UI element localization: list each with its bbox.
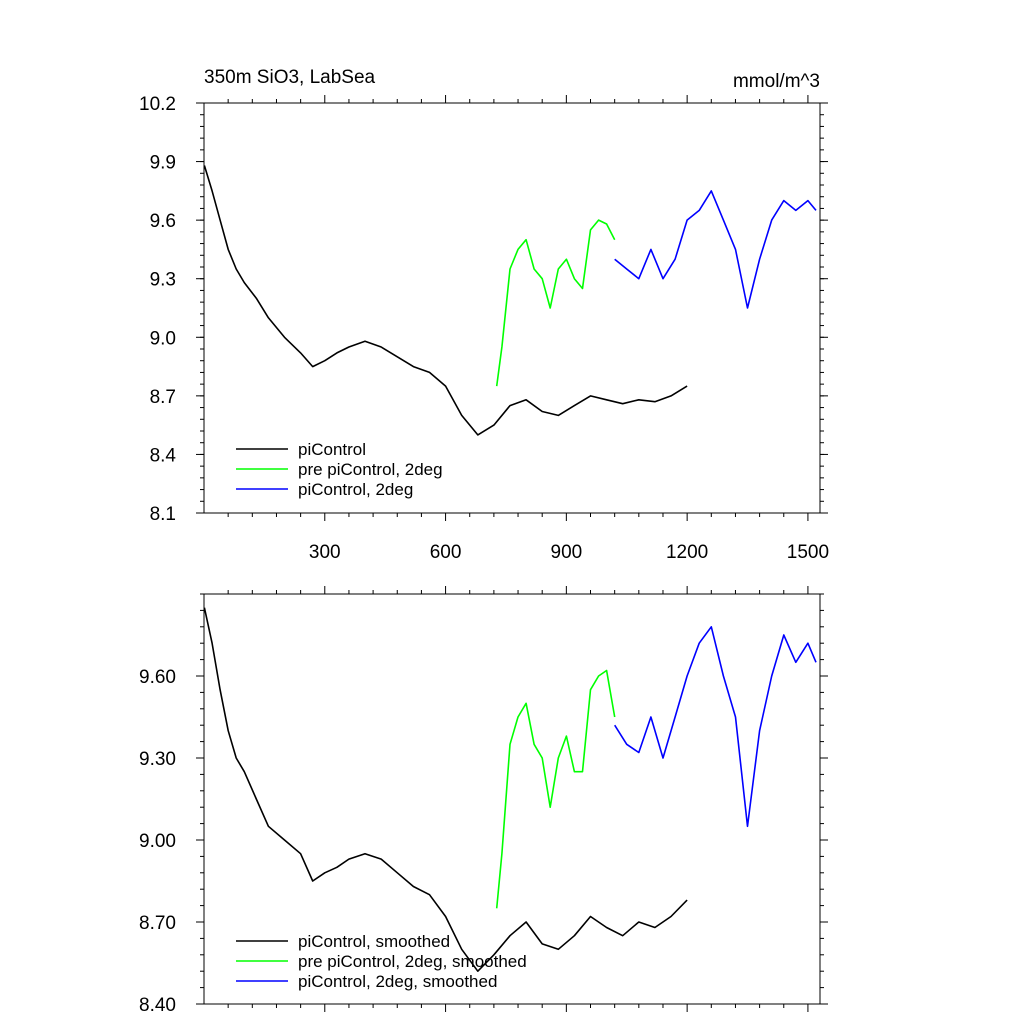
legend-label: piControl, 2deg, smoothed: [298, 972, 497, 991]
legend-label: piControl, smoothed: [298, 932, 450, 951]
x-tick-label: 1500: [787, 542, 829, 563]
y-tick-label: 8.4: [150, 445, 177, 466]
top-ticks: 300 600 900 1200 1500 8.1 8.4 8.7 9.0 9.3 9.6 9.9 10…: [139, 94, 829, 563]
y-tick-label: 8.70: [139, 913, 176, 934]
top-panel: 350m SiO3, LabSea mmol/m^3 300 600 900 1200…: [139, 67, 829, 563]
y-tick-label: 8.40: [139, 995, 176, 1016]
y-tick-label: 9.30: [139, 749, 176, 770]
x-tick-label: 600: [430, 542, 462, 563]
legend-label: piControl: [298, 440, 366, 459]
legend-label: pre piControl, 2deg, smoothed: [298, 952, 527, 971]
top-panel-units: mmol/m^3: [733, 71, 820, 92]
top-plot-frame: [203, 102, 821, 514]
series-line-2: [614, 190, 817, 309]
y-tick-label: 8.7: [150, 387, 176, 408]
y-tick-label: 9.3: [150, 270, 176, 291]
y-tick-label: 8.1: [150, 504, 176, 525]
legend-label: pre piControl, 2deg: [298, 460, 443, 479]
bottom-panel: 8.40 8.70 9.00 9.30 9.60 piControl, smoothed…: [139, 586, 828, 1016]
bottom-series-group: [203, 607, 817, 973]
top-panel-title: 350m SiO3, LabSea: [204, 67, 376, 88]
series-line-1: [495, 219, 616, 387]
x-tick-label: 900: [551, 542, 583, 563]
bottom-ticks: 8.40 8.70 9.00 9.30 9.60: [139, 586, 828, 1016]
series-line-0: [203, 165, 688, 436]
y-tick-label: 9.6: [150, 211, 176, 232]
series-line-1: [495, 669, 616, 909]
y-tick-label: 9.9: [150, 153, 176, 174]
bottom-plot-frame: [203, 593, 821, 1005]
y-tick-label: 9.60: [139, 667, 176, 688]
legend-label: piControl, 2deg: [298, 480, 413, 499]
x-tick-label: 1200: [666, 542, 708, 563]
top-series-group: [203, 165, 817, 436]
x-tick-label: 300: [309, 542, 341, 563]
y-tick-label: 10.2: [139, 94, 176, 115]
y-tick-label: 9.0: [150, 328, 176, 349]
y-tick-label: 9.00: [139, 831, 176, 852]
series-line-0: [203, 607, 688, 973]
series-line-2: [614, 625, 817, 828]
